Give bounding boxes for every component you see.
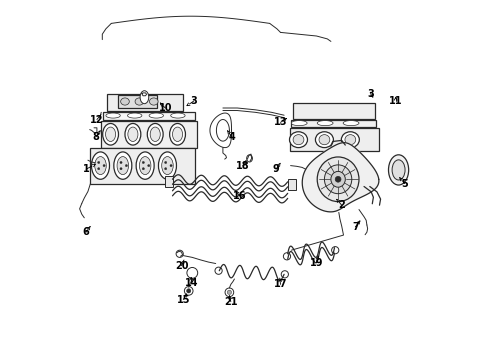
Ellipse shape	[142, 161, 144, 163]
Text: 6: 6	[82, 227, 89, 237]
Ellipse shape	[215, 267, 222, 274]
Text: 15: 15	[176, 294, 190, 305]
Ellipse shape	[142, 168, 144, 170]
Ellipse shape	[125, 165, 127, 167]
Ellipse shape	[162, 157, 173, 175]
Text: 4: 4	[228, 132, 235, 142]
Text: 20: 20	[174, 261, 188, 271]
Ellipse shape	[172, 127, 182, 141]
Bar	[101, 121, 197, 148]
Ellipse shape	[318, 135, 329, 145]
Ellipse shape	[125, 123, 141, 145]
Ellipse shape	[224, 288, 233, 297]
Ellipse shape	[136, 152, 154, 179]
Ellipse shape	[324, 165, 351, 194]
Text: 5: 5	[401, 179, 407, 189]
Ellipse shape	[147, 165, 149, 167]
Text: 3: 3	[190, 96, 197, 106]
Ellipse shape	[330, 171, 345, 187]
Ellipse shape	[281, 271, 288, 278]
Text: 21: 21	[224, 297, 237, 307]
Ellipse shape	[120, 168, 122, 170]
Ellipse shape	[150, 127, 160, 141]
Text: 8: 8	[93, 132, 100, 142]
Bar	[107, 94, 182, 111]
Ellipse shape	[127, 113, 142, 118]
Bar	[118, 95, 157, 108]
Text: 13: 13	[273, 117, 286, 127]
Ellipse shape	[184, 287, 193, 295]
Text: 3: 3	[366, 89, 373, 99]
Ellipse shape	[158, 152, 176, 179]
Ellipse shape	[317, 157, 358, 202]
Ellipse shape	[169, 123, 185, 145]
Ellipse shape	[186, 289, 190, 293]
Ellipse shape	[164, 168, 166, 170]
Ellipse shape	[149, 98, 158, 105]
Ellipse shape	[120, 161, 122, 163]
Bar	[289, 128, 378, 151]
Ellipse shape	[127, 127, 138, 141]
Ellipse shape	[315, 132, 333, 148]
Ellipse shape	[139, 157, 151, 175]
Ellipse shape	[140, 91, 148, 104]
Ellipse shape	[283, 253, 290, 260]
Ellipse shape	[91, 152, 109, 179]
Ellipse shape	[387, 155, 408, 185]
Ellipse shape	[186, 267, 197, 278]
Bar	[103, 112, 195, 120]
Ellipse shape	[106, 113, 120, 118]
Ellipse shape	[98, 161, 100, 163]
Bar	[90, 148, 194, 184]
Text: 14: 14	[184, 278, 198, 288]
Bar	[287, 179, 295, 190]
Text: 12: 12	[90, 114, 103, 125]
Ellipse shape	[176, 250, 183, 257]
Ellipse shape	[135, 98, 143, 105]
Ellipse shape	[117, 157, 128, 175]
Ellipse shape	[335, 176, 340, 182]
Bar	[290, 120, 375, 127]
Ellipse shape	[246, 155, 252, 162]
Text: 17: 17	[273, 279, 286, 289]
Ellipse shape	[102, 123, 118, 145]
Bar	[292, 103, 374, 119]
Text: 19: 19	[309, 258, 323, 268]
Ellipse shape	[291, 121, 306, 126]
Ellipse shape	[114, 152, 132, 179]
Ellipse shape	[343, 121, 358, 126]
Ellipse shape	[147, 123, 163, 145]
Text: 9: 9	[272, 164, 279, 174]
Ellipse shape	[170, 113, 185, 118]
Ellipse shape	[98, 168, 100, 170]
Text: 10: 10	[158, 103, 172, 113]
Ellipse shape	[164, 161, 166, 163]
Ellipse shape	[391, 160, 404, 180]
Ellipse shape	[149, 113, 163, 118]
Ellipse shape	[121, 98, 129, 105]
Polygon shape	[302, 143, 378, 212]
Text: 1: 1	[82, 164, 89, 174]
Ellipse shape	[344, 135, 355, 145]
Ellipse shape	[95, 157, 106, 175]
Text: 18: 18	[235, 161, 249, 171]
Text: 16: 16	[233, 191, 246, 201]
Ellipse shape	[317, 121, 332, 126]
Ellipse shape	[331, 247, 338, 254]
Ellipse shape	[227, 290, 231, 294]
Text: 11: 11	[388, 96, 402, 106]
Ellipse shape	[292, 135, 303, 145]
Ellipse shape	[103, 165, 105, 167]
Ellipse shape	[105, 127, 115, 141]
Text: 2: 2	[338, 200, 345, 210]
Text: 7: 7	[351, 222, 358, 232]
Bar	[164, 176, 172, 187]
Ellipse shape	[341, 132, 359, 148]
Ellipse shape	[289, 132, 307, 148]
Ellipse shape	[170, 165, 172, 167]
